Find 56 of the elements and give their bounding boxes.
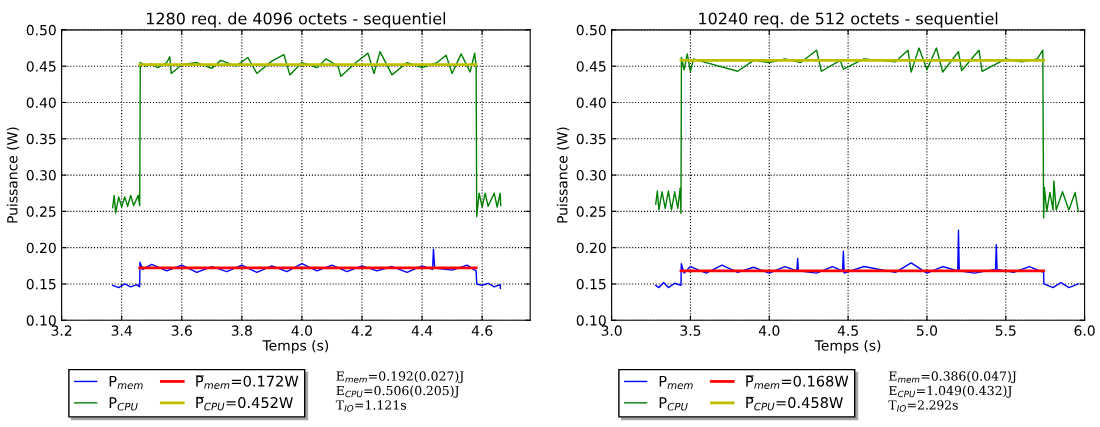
x-tick-label: 5.0 [916, 325, 938, 336]
x-tick-label: 3.5 [680, 325, 701, 336]
y-tick-label: 0.25 [576, 206, 606, 217]
y-tick-label: 0.10 [576, 315, 606, 326]
y-tick-label: 0.50 [26, 24, 56, 36]
x-tick-label: 4.6 [471, 325, 493, 336]
y-tick-label: 0.10 [26, 315, 56, 326]
y-tick-label: 0.50 [576, 24, 606, 36]
text: E$_{CPU}$=1.049(0.432)J [888, 385, 1012, 398]
text: E$_{CPU}$=0.506(0.205)J [336, 385, 460, 398]
legend-label: P̅$_{mem}$=0.168W [746, 375, 849, 390]
x-tick-label: 3.6 [171, 325, 192, 336]
legend-label: P̅$_{CPU}$=0.452W [196, 396, 293, 411]
chart-title: 10240 req. de 512 octets - sequentiel [699, 12, 998, 28]
text: E$_{mem}$=0.192(0.027)J [336, 371, 464, 384]
line-series [111, 50, 502, 218]
legend-label: P$_{CPU}$ [109, 397, 138, 411]
x-axis-title: Temps (s) [814, 339, 881, 354]
y-tick-label: 0.20 [576, 242, 606, 254]
x-tick-label: 3.2 [51, 325, 72, 336]
x-tick-label: 4.4 [411, 325, 433, 336]
y-tick-label: 0.45 [576, 61, 606, 72]
line-series [111, 248, 502, 290]
chart-title: 1280 req. de 4096 octets - sequentiel [147, 12, 446, 28]
y-tick-label: 0.30 [576, 170, 606, 181]
legend-label: P$_{CPU}$ [659, 397, 688, 411]
text: E$_{mem}$=0.386(0.047)J [888, 371, 1017, 384]
x-tick-label: 5.5 [995, 325, 1016, 336]
y-tick-label: 0.40 [26, 97, 56, 108]
y-axis-title: Puissance (W) [556, 127, 570, 223]
legend-label: P̅$_{mem}$=0.172W [196, 375, 299, 390]
y-tick-label: 0.15 [576, 278, 606, 290]
text: T$_{IO}$=1.121s [335, 400, 407, 412]
y-tick-label: 0.20 [26, 242, 56, 254]
y-tick-label: 0.25 [26, 206, 56, 217]
y-tick-label: 0.30 [26, 170, 56, 181]
legend-label: P$_{mem}$ [109, 375, 143, 390]
x-tick-label: 4.2 [351, 325, 372, 336]
y-axis-title: Puissance (W) [6, 127, 20, 223]
text: T$_{IO}$=2.292s [888, 400, 958, 412]
y-tick-label: 0.15 [26, 278, 56, 290]
x-tick-label: 4.0 [291, 325, 313, 336]
x-tick-label: 4.5 [837, 325, 858, 336]
x-tick-label: 6.0 [1074, 325, 1095, 336]
legend-label: P̅$_{CPU}$=0.458W [746, 396, 843, 411]
y-tick-label: 0.40 [576, 97, 606, 108]
y-tick-label: 0.35 [576, 133, 606, 145]
x-tick-label: 3.0 [601, 325, 622, 336]
x-tick-label: 4.0 [758, 325, 780, 336]
x-tick-label: 3.4 [111, 325, 132, 336]
legend-label: P$_{mem}$ [659, 375, 693, 390]
y-tick-label: 0.45 [26, 61, 56, 72]
line-series [655, 47, 1079, 219]
x-tick-label: 3.8 [231, 325, 252, 336]
y-tick-label: 0.35 [26, 133, 56, 145]
x-axis-title: Temps (s) [262, 339, 329, 354]
